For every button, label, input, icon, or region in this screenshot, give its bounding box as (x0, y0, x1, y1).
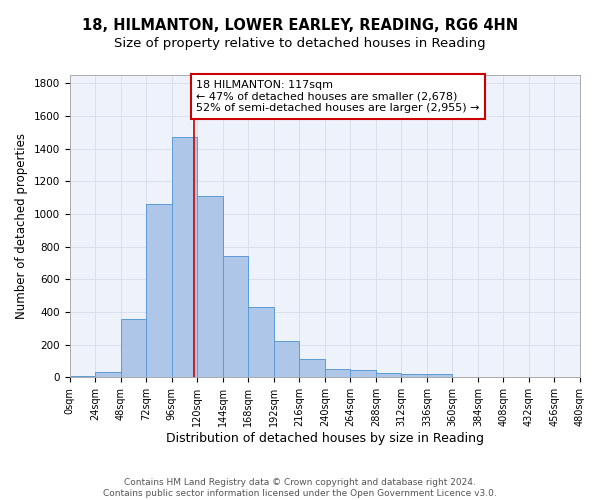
Bar (299, 360, 325, 378)
Text: Size of property relative to detached houses in Reading: Size of property relative to detached ho… (114, 38, 486, 51)
Bar (427, 374, 452, 378)
Bar (503, 376, 529, 378)
Text: 18 HILMANTON: 117sqm
← 47% of detached houses are smaller (2,678)
52% of semi-de: 18 HILMANTON: 117sqm ← 47% of detached h… (196, 80, 479, 113)
Bar (478, 376, 503, 378)
Bar (350, 370, 376, 378)
Bar (172, 137, 197, 378)
Bar (376, 372, 401, 378)
Bar (146, 204, 172, 378)
Bar (274, 340, 299, 378)
Bar (223, 256, 248, 378)
Bar (95, 372, 121, 378)
Bar (248, 307, 274, 378)
Bar (554, 376, 580, 378)
Text: Contains HM Land Registry data © Crown copyright and database right 2024.
Contai: Contains HM Land Registry data © Crown c… (103, 478, 497, 498)
Bar (401, 374, 427, 378)
Text: 18, HILMANTON, LOWER EARLEY, READING, RG6 4HN: 18, HILMANTON, LOWER EARLEY, READING, RG… (82, 18, 518, 32)
X-axis label: Distribution of detached houses by size in Reading: Distribution of detached houses by size … (166, 432, 484, 445)
Bar (121, 320, 146, 378)
Y-axis label: Number of detached properties: Number of detached properties (15, 133, 28, 319)
Bar (452, 376, 478, 378)
Bar (197, 196, 223, 378)
Bar (70, 376, 95, 378)
Bar (325, 370, 350, 378)
